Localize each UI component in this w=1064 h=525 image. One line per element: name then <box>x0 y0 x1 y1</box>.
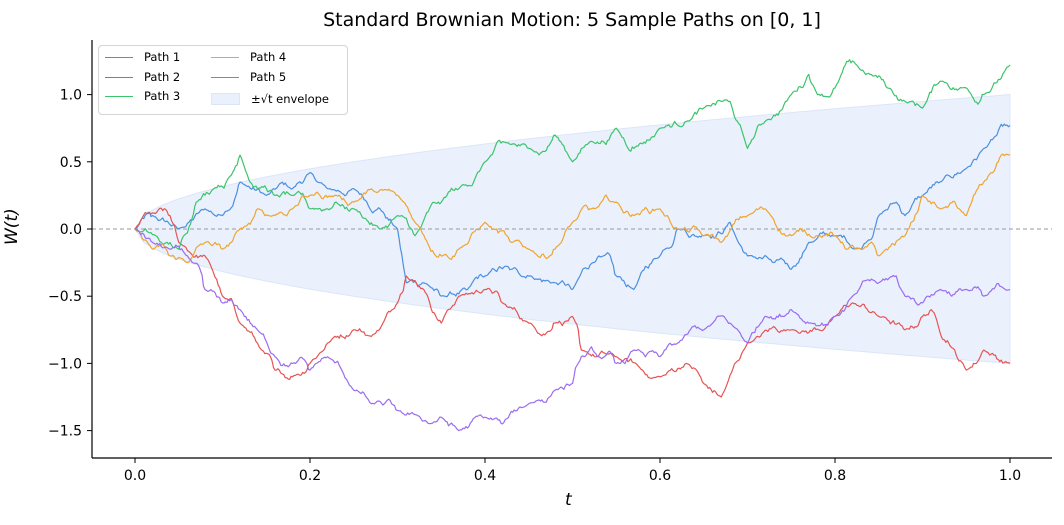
legend-label: Path 3 <box>144 89 181 103</box>
series-path-1 <box>134 123 1011 298</box>
x-tick-label: 0.2 <box>299 468 321 484</box>
y-tick-label: 1.0 <box>60 88 82 104</box>
series-paths <box>134 59 1011 432</box>
legend: Path 1 Path 2 Path 3 Path 4 Path 5 ±√t e… <box>98 45 348 115</box>
x-tick-label: 0.8 <box>824 468 846 484</box>
chart-title: Standard Brownian Motion: 5 Sample Paths… <box>323 9 821 31</box>
y-tick-label: 0.5 <box>60 155 82 171</box>
x-tick-label: 0.6 <box>649 468 671 484</box>
legend-label: Path 2 <box>144 70 181 84</box>
legend-item-path-1: Path 1 <box>105 49 180 65</box>
legend-item-path-2: Path 2 <box>105 69 180 85</box>
axes: 0.0 0.2 0.4 0.6 0.8 1.0 1.0 0.5 0.0 −0.5 −1.0 −1.5 <box>48 40 1052 484</box>
legend-item-path-4: Path 4 <box>211 49 286 65</box>
legend-swatch-path-1 <box>105 56 133 58</box>
y-tick-label: 0.0 <box>60 222 82 238</box>
legend-item-path-3: Path 3 <box>105 88 180 104</box>
legend-label: Path 1 <box>144 50 181 64</box>
legend-swatch-path-5 <box>211 76 239 78</box>
series-path-3 <box>134 59 1011 250</box>
legend-item-path-5: Path 5 <box>211 69 286 85</box>
series-path-4 <box>134 153 1011 264</box>
legend-swatch-path-3 <box>105 95 133 97</box>
legend-label: Path 4 <box>250 50 287 64</box>
series-path-5 <box>134 228 1011 432</box>
x-tick-label: 0.0 <box>124 468 146 484</box>
x-tick-label: 1.0 <box>999 468 1021 484</box>
legend-label: ±√t envelope <box>251 92 329 106</box>
y-tick-label: −1.0 <box>48 356 82 372</box>
legend-swatch-envelope <box>211 93 240 105</box>
x-axis-label: t <box>565 490 572 510</box>
series-path-2 <box>134 207 1011 398</box>
legend-label: Path 5 <box>250 70 287 84</box>
x-tick-label: 0.4 <box>474 468 496 484</box>
legend-swatch-path-2 <box>105 76 133 78</box>
y-tick-label: −1.5 <box>48 424 82 440</box>
legend-item-envelope: ±√t envelope <box>211 91 329 107</box>
legend-swatch-path-4 <box>211 56 239 58</box>
y-axis-label: W(t) <box>2 208 22 245</box>
y-tick-label: −0.5 <box>48 289 82 305</box>
